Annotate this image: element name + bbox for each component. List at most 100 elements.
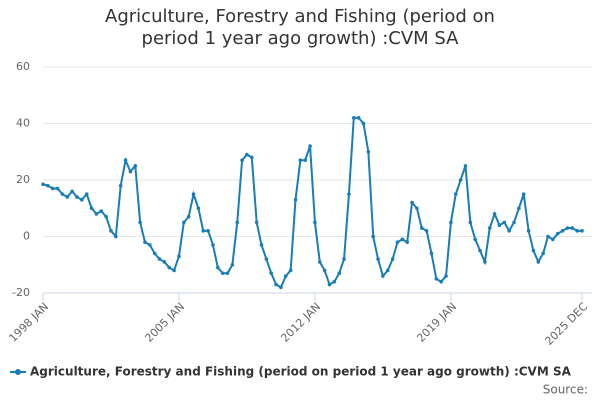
y-tick-label: 40 <box>16 117 30 130</box>
point <box>424 229 429 233</box>
point <box>269 271 274 276</box>
point <box>75 195 79 199</box>
point <box>541 251 545 256</box>
point <box>385 268 390 273</box>
point <box>80 197 84 202</box>
point <box>259 243 264 247</box>
point <box>400 237 405 242</box>
point <box>415 206 419 211</box>
point <box>332 279 337 284</box>
point <box>478 248 482 253</box>
x-tick-label: 2005 JAN <box>142 300 187 345</box>
point <box>46 183 50 188</box>
point <box>502 220 507 225</box>
point <box>317 260 322 264</box>
point <box>444 274 448 278</box>
point <box>235 220 240 225</box>
point <box>313 220 317 225</box>
point <box>337 271 342 276</box>
y-tick-label: 60 <box>16 60 30 73</box>
point <box>351 116 356 120</box>
point <box>167 265 172 270</box>
point <box>99 209 104 213</box>
point <box>225 271 230 276</box>
point <box>347 192 351 196</box>
point <box>560 229 565 233</box>
point <box>434 277 439 281</box>
point <box>342 257 346 261</box>
point <box>361 121 366 126</box>
point <box>449 220 453 225</box>
point <box>580 229 584 233</box>
point <box>148 243 152 247</box>
point <box>565 226 570 230</box>
x-tick-label: 2019 JAN <box>414 300 459 345</box>
point <box>283 274 288 278</box>
point <box>308 144 312 148</box>
point <box>152 251 157 256</box>
point <box>410 200 414 205</box>
point <box>551 237 555 242</box>
point <box>157 257 162 261</box>
point <box>206 229 210 233</box>
point <box>89 206 94 211</box>
point <box>517 206 521 211</box>
point <box>250 155 254 160</box>
point <box>114 234 118 239</box>
point <box>405 240 409 244</box>
point <box>371 234 375 239</box>
point <box>104 214 108 219</box>
y-tick-label: 0 <box>23 230 30 243</box>
point <box>453 192 458 196</box>
point <box>182 220 186 225</box>
point <box>191 192 196 196</box>
point <box>492 212 497 216</box>
point <box>327 282 332 287</box>
point <box>172 268 176 273</box>
point <box>298 158 303 163</box>
point <box>536 260 541 264</box>
point <box>240 158 244 163</box>
point <box>555 231 560 236</box>
point <box>521 192 526 196</box>
point <box>94 212 99 216</box>
point <box>395 240 400 244</box>
x-tick-label: 1998 JAN <box>6 300 51 345</box>
legend-marker <box>15 369 21 375</box>
point <box>55 186 60 191</box>
point <box>366 149 371 154</box>
point <box>575 229 579 233</box>
point <box>381 274 385 278</box>
legend-label: Agriculture, Forestry and Fishing (perio… <box>30 365 572 379</box>
point <box>41 182 45 187</box>
point <box>230 262 235 267</box>
point <box>118 183 123 188</box>
point <box>439 279 443 284</box>
point <box>50 186 55 191</box>
point <box>419 226 424 230</box>
point <box>390 257 395 261</box>
point <box>216 265 220 270</box>
point <box>483 260 487 264</box>
point <box>143 240 147 244</box>
source: Source: <box>543 383 588 397</box>
point <box>376 257 380 261</box>
y-tick-label: 20 <box>16 173 30 186</box>
point <box>60 192 65 196</box>
point <box>211 243 215 247</box>
point <box>70 189 74 194</box>
point <box>546 234 550 239</box>
point <box>264 257 269 261</box>
point <box>288 268 293 273</box>
point <box>123 158 128 163</box>
point <box>497 223 502 227</box>
point <box>322 268 327 273</box>
point <box>196 206 201 211</box>
point <box>487 226 492 230</box>
point <box>293 197 298 202</box>
point <box>512 220 516 225</box>
x-tick-label: 2012 JAN <box>278 300 323 345</box>
point <box>303 158 308 163</box>
